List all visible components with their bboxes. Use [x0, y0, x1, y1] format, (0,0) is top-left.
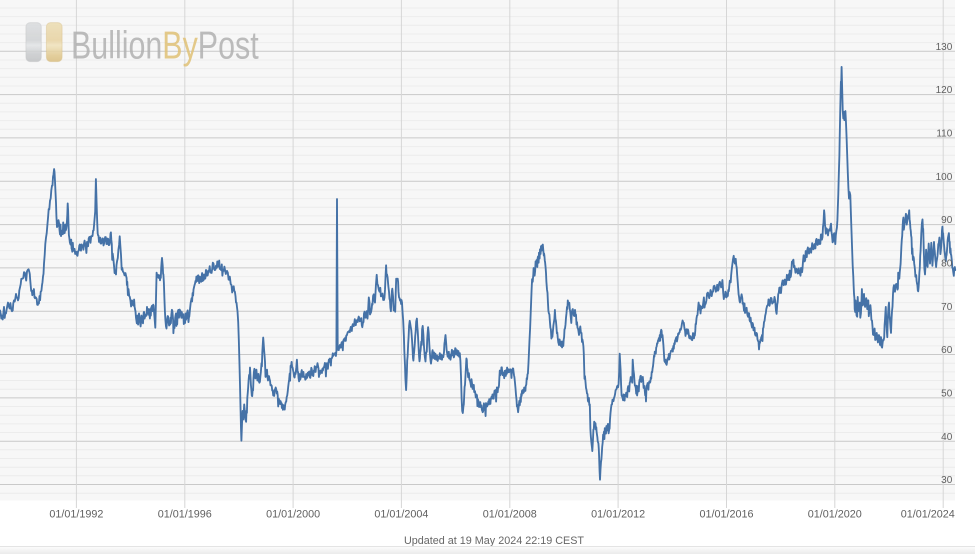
svg-text:01/01/2008: 01/01/2008	[483, 508, 537, 520]
svg-text:130: 130	[936, 42, 953, 53]
svg-text:60: 60	[941, 345, 953, 356]
svg-text:120: 120	[936, 85, 953, 96]
svg-text:30: 30	[941, 475, 953, 486]
svg-text:50: 50	[941, 389, 953, 400]
svg-text:70: 70	[941, 302, 953, 313]
svg-text:40: 40	[941, 432, 953, 443]
svg-text:01/01/1996: 01/01/1996	[158, 508, 212, 520]
svg-text:BullionByPost: BullionByPost	[71, 25, 259, 67]
svg-text:01/01/2012: 01/01/2012	[591, 508, 645, 520]
svg-text:90: 90	[941, 215, 953, 226]
svg-text:100: 100	[936, 172, 953, 183]
svg-text:01/01/2000: 01/01/2000	[266, 508, 320, 520]
svg-text:01/01/1992: 01/01/1992	[49, 508, 103, 520]
svg-text:01/01/2020: 01/01/2020	[808, 508, 862, 520]
svg-text:Updated at 19 May 2024 22:19 C: Updated at 19 May 2024 22:19 CEST	[404, 535, 584, 547]
svg-text:01/01/2004: 01/01/2004	[374, 508, 428, 520]
svg-text:01/01/2016: 01/01/2016	[699, 508, 753, 520]
svg-text:80: 80	[941, 259, 953, 270]
svg-text:01/01/2024: 01/01/2024	[901, 508, 955, 520]
svg-text:110: 110	[936, 129, 952, 140]
